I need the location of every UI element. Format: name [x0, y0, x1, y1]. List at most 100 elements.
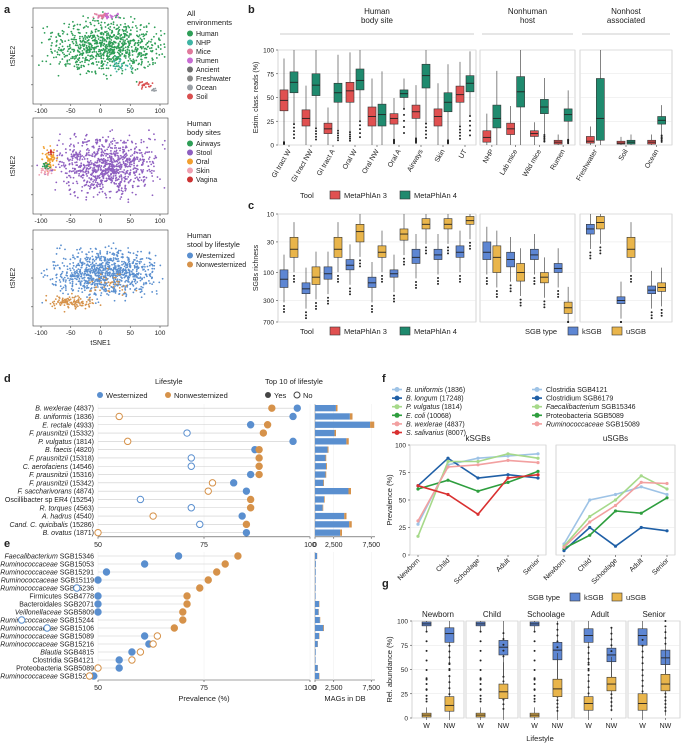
row-label-suffix: SGB4778 — [62, 594, 94, 601]
bar-tick-label: 7,500 — [362, 685, 380, 692]
box — [443, 218, 453, 230]
tsne-point — [115, 151, 117, 153]
tsne-point — [102, 283, 105, 286]
outlier — [533, 700, 536, 703]
legend-label: Ancient — [196, 67, 219, 74]
tsne-point — [87, 26, 89, 28]
tsne-point — [144, 273, 147, 276]
tsne-point — [144, 86, 147, 89]
outlier — [425, 640, 428, 643]
tsne-point — [83, 43, 86, 46]
mag-bar — [315, 446, 328, 453]
outlier — [650, 311, 653, 314]
tsne-point — [126, 38, 128, 40]
y-axis-label: SGBs richness — [253, 244, 260, 291]
tsne-point — [88, 48, 91, 51]
legend-label-italic: B. uniformis — [406, 387, 443, 394]
tsne-point — [118, 52, 120, 55]
row-label: C. aerofaciens (14546) — [23, 464, 94, 471]
row-label-name: Firmicutes — [29, 594, 62, 601]
tsne-point — [86, 284, 88, 287]
tsne-point — [111, 272, 114, 275]
tsne-point — [40, 169, 43, 172]
tsne-point — [86, 191, 89, 194]
tsne-point — [82, 64, 85, 67]
tsne-point — [68, 23, 71, 26]
dot-westernized — [94, 576, 102, 584]
outlier — [403, 257, 405, 260]
tsne-point — [102, 151, 105, 154]
tsne-point — [128, 173, 131, 176]
tsne-point — [113, 51, 116, 54]
outlier — [610, 632, 613, 635]
outlier — [315, 127, 317, 130]
tsne-point — [149, 160, 151, 163]
tsne-point — [124, 22, 127, 25]
tsne-point — [117, 16, 120, 19]
legend-label: Freshwater — [196, 76, 232, 83]
tsne-point — [72, 264, 75, 267]
tsne-point — [106, 163, 108, 166]
tsne-point — [147, 40, 150, 43]
bar-tick-label: 2,500 — [325, 542, 343, 549]
tsne-point — [58, 247, 61, 250]
x-tick-label: UT — [458, 148, 469, 160]
tsne-point — [108, 265, 111, 268]
legend-label-suffix: (1836) — [443, 387, 465, 394]
tsne-point — [41, 301, 44, 304]
tsne-point — [129, 165, 132, 168]
tsne-point — [75, 161, 78, 164]
tsne-point — [104, 273, 107, 275]
row-label-suffix: (1871) — [72, 530, 94, 537]
tsne-point — [75, 151, 77, 154]
tsne-point — [83, 286, 86, 289]
tsne-point — [75, 152, 78, 155]
legend-label: MetaPhlAn 3 — [344, 191, 387, 200]
tsne-point — [85, 56, 87, 59]
tsne-point — [98, 174, 101, 177]
tsne-point — [48, 163, 50, 166]
tsne-point — [116, 270, 119, 273]
tsne-point — [150, 38, 153, 41]
outlier — [349, 137, 351, 140]
outlier — [557, 295, 560, 298]
legend-label: B. wexlerae (4837) — [406, 421, 465, 428]
outlier — [587, 669, 590, 672]
tsne-point — [114, 266, 117, 269]
tsne-point — [93, 271, 96, 274]
outlier — [641, 656, 644, 659]
dot-westernized — [183, 429, 191, 437]
tsne-point — [105, 64, 108, 66]
legend-label: MetaPhlAn 4 — [414, 191, 457, 200]
tsne-point — [82, 284, 85, 287]
tsne-point — [125, 28, 128, 31]
dot-westernized — [187, 454, 195, 462]
tsne-point — [111, 60, 114, 63]
mag-bar-nw — [340, 529, 342, 536]
dot-westernized — [229, 479, 238, 487]
tsne-point — [96, 284, 99, 287]
outlier — [479, 669, 482, 672]
series-point — [506, 473, 510, 477]
tsne-point — [64, 281, 67, 283]
tsne-point — [107, 156, 109, 159]
tsne-point — [82, 156, 85, 158]
legend-title-line: body sites — [187, 128, 221, 137]
outlier — [459, 128, 461, 131]
tsne-point — [138, 149, 141, 151]
tsne-point — [140, 54, 143, 57]
tsne-point — [146, 42, 149, 45]
tsne-point — [109, 53, 111, 56]
x-tick-label: NW — [498, 723, 510, 730]
tsne-point — [91, 46, 94, 49]
tsne-point — [120, 177, 123, 180]
outlier — [556, 634, 559, 637]
tsne-point — [49, 278, 52, 281]
tsne-point — [80, 287, 83, 290]
tsne-point — [142, 46, 145, 48]
tsne-point — [57, 33, 60, 36]
tsne-point — [74, 161, 76, 164]
tsne-point — [144, 82, 147, 85]
tsne-point — [110, 176, 113, 179]
tsne-point — [114, 154, 116, 157]
